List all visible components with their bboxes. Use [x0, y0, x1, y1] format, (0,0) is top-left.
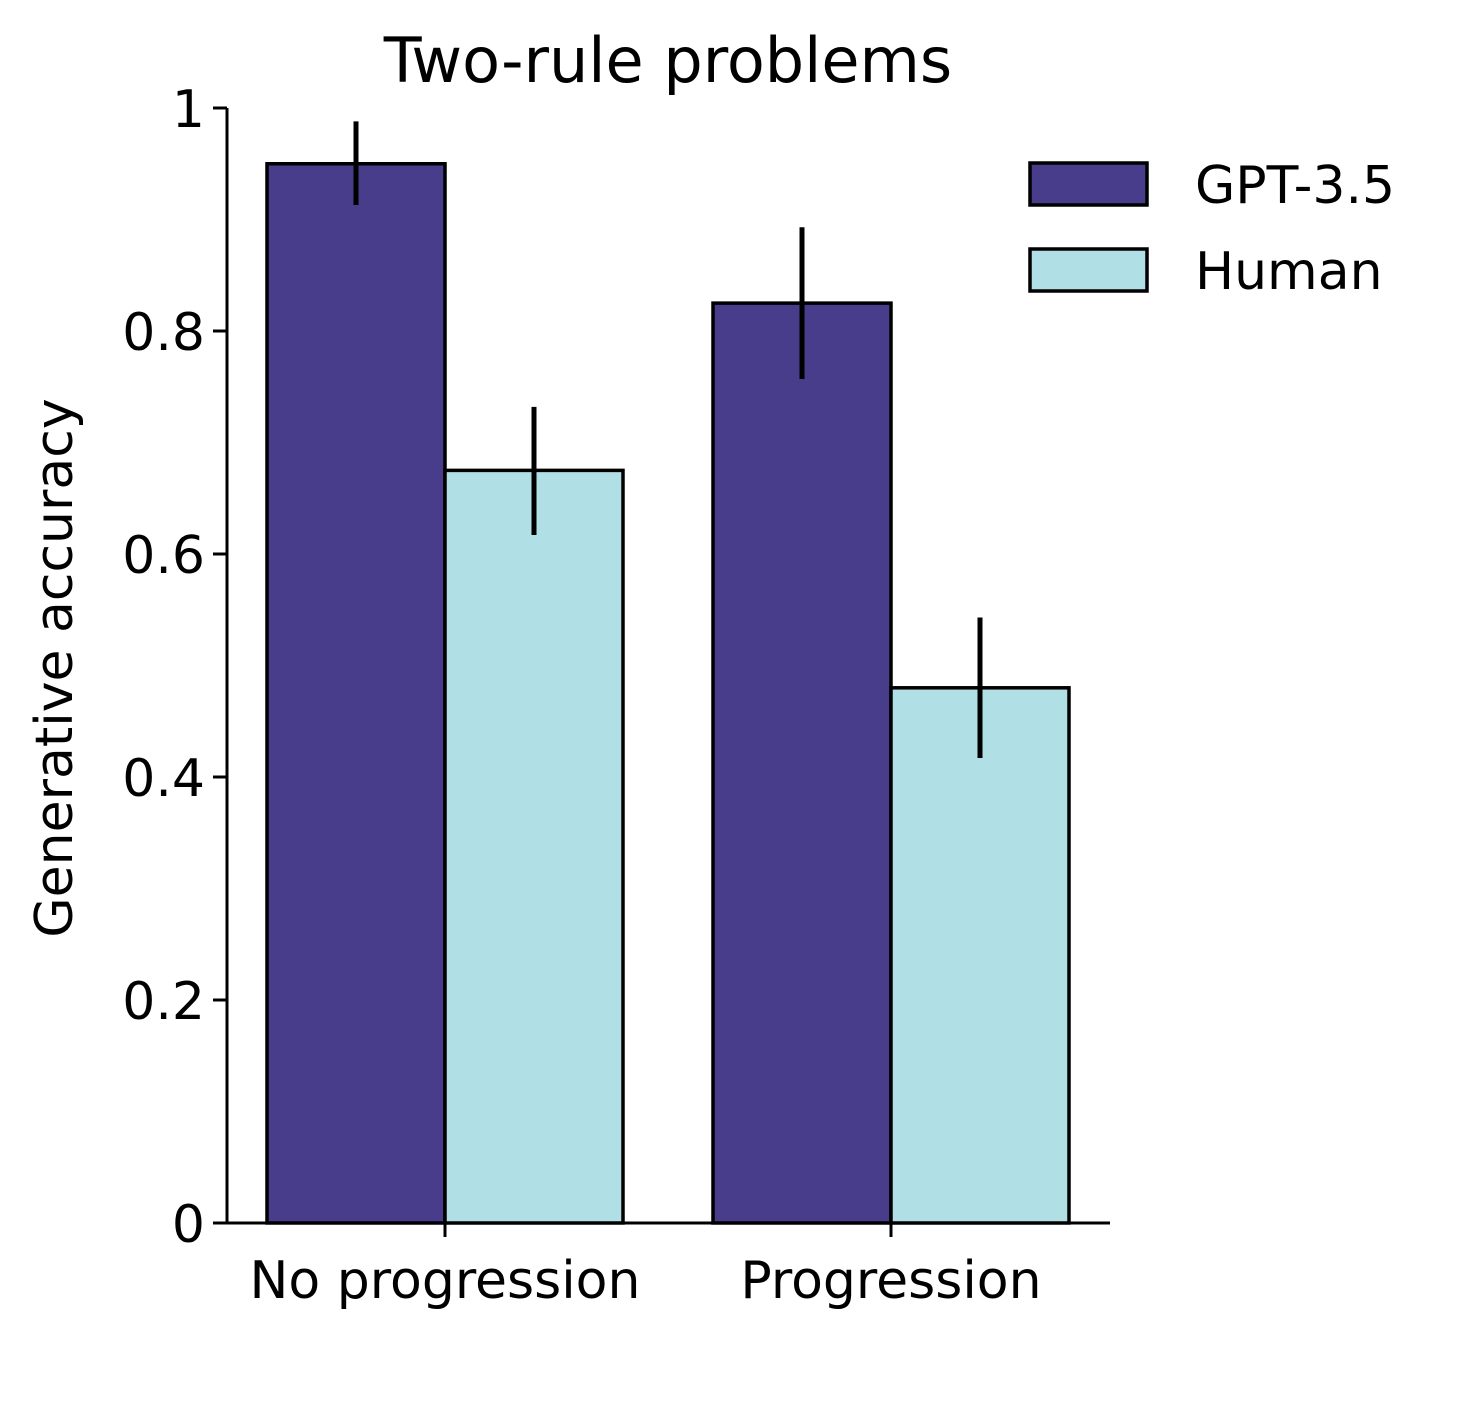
y-tick-label: 0.4 — [122, 749, 205, 809]
y-tick-label: 0.8 — [122, 303, 205, 363]
legend-label: Human — [1195, 242, 1383, 302]
y-tick-label: 0 — [172, 1195, 205, 1255]
legend-swatch — [1028, 247, 1149, 293]
x-tick-label: No progression — [250, 1251, 641, 1311]
y-tick-label: 1 — [172, 80, 205, 140]
bar-gpt-3-5-progression — [711, 301, 893, 1225]
legend-label: GPT-3.5 — [1195, 156, 1395, 216]
bar-human-no-progression — [443, 468, 625, 1225]
chart-title: Two-rule problems — [383, 24, 952, 97]
error-bars-layer — [353, 121, 983, 759]
bars-layer — [265, 162, 1071, 1225]
legend-swatch — [1028, 161, 1149, 207]
bar-gpt-3-5-no-progression — [265, 162, 447, 1225]
y-tick-label: 0.6 — [122, 526, 205, 586]
x-tick-label: Progression — [740, 1251, 1041, 1311]
bar-human-progression — [889, 686, 1071, 1225]
axes-layer: 0 0.2 0.4 0.6 0.8 1 No progression Progression — [122, 80, 1110, 1311]
legend: GPT-3.5 Human — [1028, 156, 1395, 302]
y-axis-label: Generative accuracy — [25, 398, 85, 937]
y-tick-label: 0.2 — [122, 972, 205, 1032]
